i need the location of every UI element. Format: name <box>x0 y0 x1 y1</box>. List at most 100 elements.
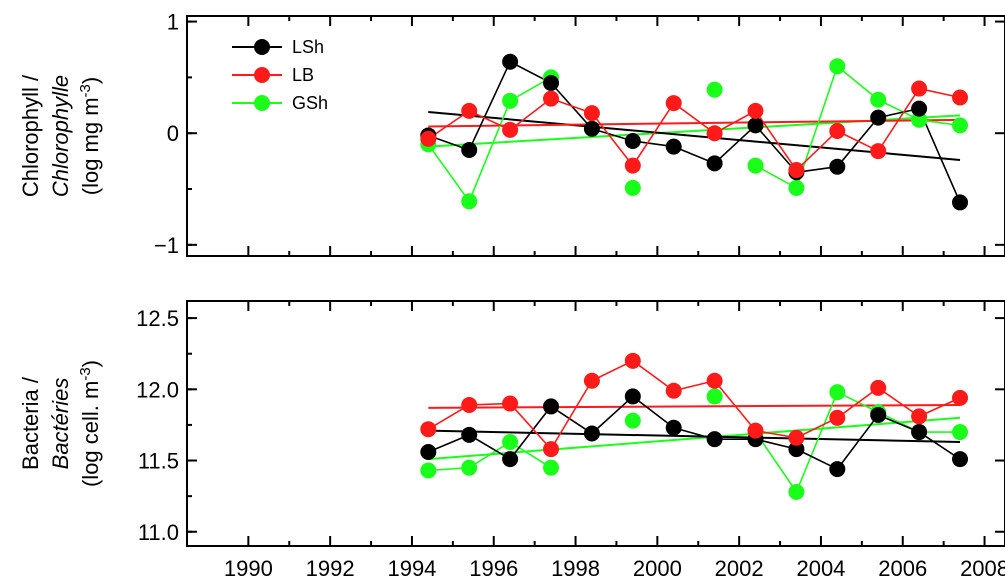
data-point-gsh <box>952 117 969 134</box>
series-line-lb <box>795 130 838 171</box>
data-point-lsh <box>870 406 887 423</box>
trend-line-lsh <box>428 429 961 444</box>
data-point-gsh <box>788 483 805 500</box>
legend-marker-lsh <box>254 39 270 55</box>
data-point-lb <box>952 389 969 406</box>
series-line-gsh <box>795 391 839 493</box>
series-line-gsh <box>427 143 470 202</box>
series-line-lb <box>673 102 716 134</box>
data-point-lb <box>952 89 969 106</box>
series-line-lsh <box>509 405 552 460</box>
y-tick-label: 12.0 <box>136 377 179 402</box>
x-tick-label: 2004 <box>796 556 845 581</box>
data-point-lsh <box>788 441 805 458</box>
data-point-lb <box>788 162 805 179</box>
data-point-lb <box>788 429 805 446</box>
x-tick-label: 1998 <box>551 556 600 581</box>
series-line-lsh <box>714 124 757 164</box>
data-point-gsh <box>829 58 846 75</box>
series-line-gsh <box>468 441 511 469</box>
data-point-lb <box>665 382 682 399</box>
series-line-lsh <box>591 395 634 435</box>
data-point-lsh <box>911 100 928 117</box>
data-point-lb <box>420 130 437 147</box>
series-line-lb <box>877 88 920 152</box>
data-point-gsh <box>624 179 641 196</box>
y-tick-label: 0 <box>167 121 179 146</box>
data-point-lb <box>911 408 928 425</box>
data-point-lsh <box>583 120 600 137</box>
data-point-lsh <box>747 117 764 134</box>
plot-frame <box>186 15 1005 257</box>
data-point-lsh <box>870 109 887 126</box>
series-line-lb <box>632 360 675 392</box>
series-line-lsh <box>918 108 961 203</box>
data-point-lsh <box>952 194 969 211</box>
bacteria-panel: 11.0 11.5 12.0 12.5 1990 1992 1994 1996 1998 2000… <box>18 300 1005 581</box>
x-tick-label: 2002 <box>715 556 764 581</box>
data-point-lsh <box>911 424 928 441</box>
y-tick-label: 11.0 <box>138 520 179 545</box>
x-tick-label: 2000 <box>633 556 682 581</box>
y-axis-label: Bacteria / <box>18 376 43 470</box>
series-line-lb <box>713 380 757 432</box>
data-point-lb <box>665 95 682 112</box>
data-point-lb <box>502 395 519 412</box>
x-tick-label: 1992 <box>306 556 355 581</box>
series-line-lb <box>509 97 552 131</box>
series-line-lsh <box>550 405 593 435</box>
series-line-lb <box>509 403 552 450</box>
series-line-lsh <box>836 414 879 470</box>
data-point-lsh <box>706 155 723 172</box>
data-point-lsh <box>583 425 600 442</box>
data-point-gsh <box>543 459 560 476</box>
series-line-lsh <box>836 117 879 168</box>
series-line-gsh <box>509 441 552 469</box>
data-point-lsh <box>543 398 560 415</box>
data-point-gsh <box>502 434 519 451</box>
data-point-lb <box>543 90 560 107</box>
series-line-lb <box>754 110 798 171</box>
data-point-gsh <box>952 424 969 441</box>
legend-label-gsh: GSh <box>292 93 328 113</box>
data-point-gsh <box>788 179 805 196</box>
y-axis-unit-label: (log cell. m-3) <box>77 360 104 487</box>
data-point-lsh <box>829 158 846 175</box>
x-tick-label: 1990 <box>224 556 273 581</box>
data-point-lsh <box>461 426 478 443</box>
y-axis-label-french: Bactéries <box>48 378 73 470</box>
data-point-lb <box>706 372 723 389</box>
data-point-lsh <box>952 451 969 468</box>
data-point-lsh <box>624 388 641 405</box>
data-point-lb <box>747 102 764 119</box>
data-point-gsh <box>747 157 764 174</box>
data-point-lsh <box>706 431 723 448</box>
data-point-lb <box>706 125 723 142</box>
data-point-lb <box>870 143 887 160</box>
data-point-lb <box>829 122 846 139</box>
series-line-lb <box>591 112 634 167</box>
data-point-lb <box>624 157 641 174</box>
data-point-lb <box>583 105 600 122</box>
data-point-lb <box>420 421 437 438</box>
data-point-lb <box>502 121 519 138</box>
x-tick-label: 1994 <box>387 556 436 581</box>
data-point-lsh <box>502 451 519 468</box>
data-point-lsh <box>665 419 682 436</box>
data-point-gsh <box>829 384 846 401</box>
data-point-lb <box>870 379 887 396</box>
data-point-lb <box>747 422 764 439</box>
data-point-lsh <box>543 74 560 91</box>
data-point-lsh <box>461 141 478 158</box>
chlorophyll-panel: −1 0 1 Chlorophyll / Chlorophylle (log mg m-3… <box>18 10 1005 258</box>
data-point-lsh <box>502 53 519 70</box>
data-point-gsh <box>870 91 887 108</box>
legend-marker-gsh <box>254 95 270 111</box>
y-tick-label: 12.5 <box>136 306 179 331</box>
x-tick-label: 2008 <box>960 556 1005 581</box>
data-point-gsh <box>706 81 723 98</box>
data-point-gsh <box>502 92 519 109</box>
data-point-lb <box>624 352 641 369</box>
data-point-gsh <box>706 388 723 405</box>
